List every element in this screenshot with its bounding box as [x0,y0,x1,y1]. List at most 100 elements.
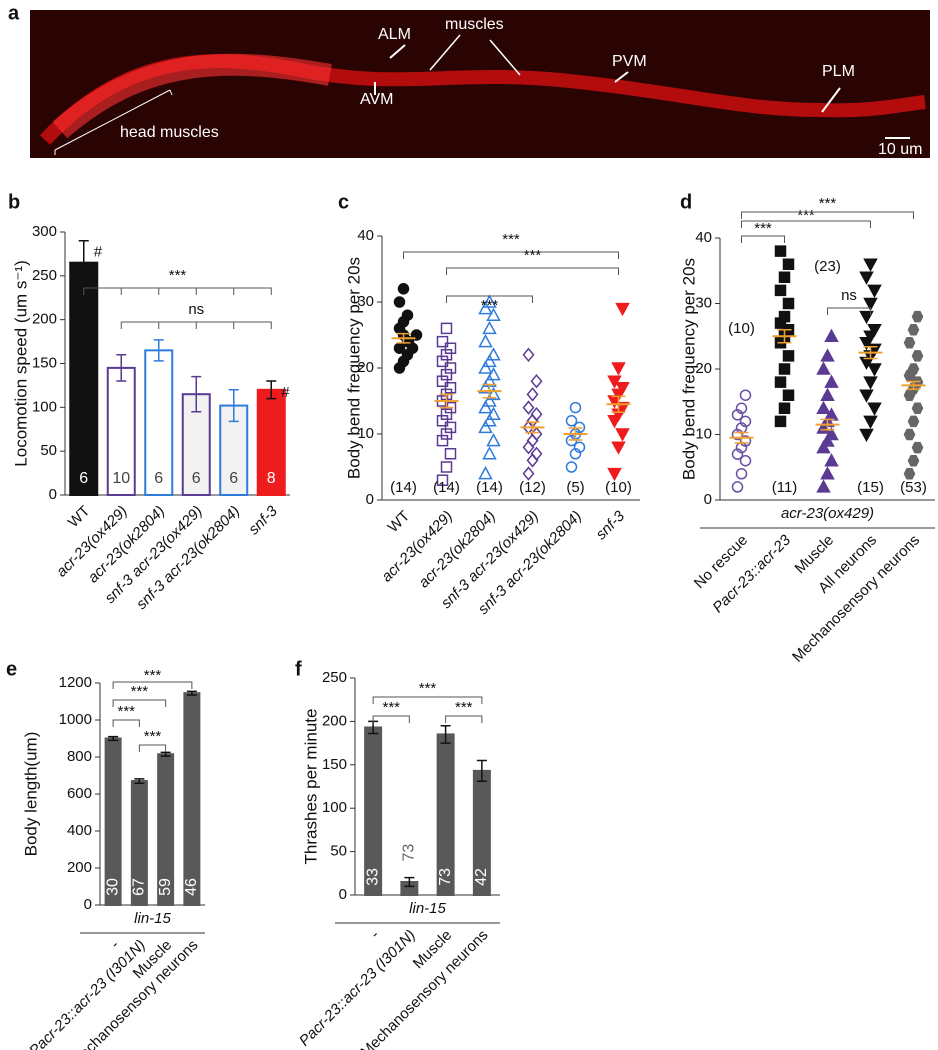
x-tick-label: Pacr-23::acr-23 [709,531,794,616]
dot [816,440,831,454]
y-tick-label: 200 [67,859,92,876]
dot [482,320,497,335]
y-tick-label: 600 [67,785,92,802]
dot [478,360,493,374]
y-tick-label: 200 [322,712,347,729]
dot [615,428,630,442]
count-label: 73 [437,868,454,886]
dot [903,468,916,480]
annotation: *** [131,683,149,700]
sem-bar [777,328,792,344]
dot [522,440,535,455]
dot [863,297,878,312]
bracket [83,287,272,295]
count-label: (14) [476,479,503,496]
y-tick-label: 400 [67,822,92,839]
annotation: *** [144,728,162,745]
y-tick-label: 250 [322,669,347,686]
x-tick-label: acr-23(ok2804) [415,508,499,592]
arrow [429,34,461,71]
panel-letter: b [8,191,20,213]
dot [478,400,493,414]
dot [436,415,449,427]
dot [824,374,839,388]
dot [565,415,578,427]
x-tick-label: Pacr-23::acr-23 (I301N) [296,927,419,1050]
dot [820,466,835,480]
dot [444,401,457,414]
dot [482,294,497,308]
y-tick-label: 100 [32,398,57,415]
bracket [446,295,533,303]
count-label: 46 [183,878,200,896]
sem-bar [863,345,878,360]
group-label: lin-15 [134,910,171,927]
dot [911,350,924,362]
count-label: 30 [104,878,121,896]
head-region [52,53,332,139]
error-bar [160,751,171,757]
dot [615,401,630,416]
dot [486,433,501,447]
annotation: *** [524,247,542,264]
dot [530,446,543,461]
dot [615,382,630,396]
count-label: 10 [112,470,130,487]
y-tick-label: 200 [32,311,57,328]
bracket [120,321,272,329]
dot [863,376,878,390]
y-tick-label: 10 [357,425,374,442]
dot [859,389,874,403]
dot [530,407,543,422]
x-tick-label: WT [385,508,414,537]
dot [478,301,493,315]
dot [859,310,874,325]
bracket [372,696,483,704]
panel-letter: c [338,191,349,213]
dot [522,466,535,481]
annotation: *** [754,220,772,237]
dot [401,309,414,321]
error-bar [228,389,239,423]
bracket [445,715,483,723]
y-tick-label: 0 [49,486,57,503]
x-tick-label: WT [65,503,94,532]
y-tick-label: 10 [695,425,712,442]
dot [440,349,453,361]
image-label: muscles [445,16,504,33]
arrow [489,39,521,76]
dot [778,271,791,284]
count-label: (53) [900,479,927,496]
dot [859,271,874,285]
dot [739,454,752,467]
count-label: 6 [229,470,238,487]
dot [482,393,497,407]
bracket [827,307,871,315]
dot [816,361,831,375]
dot [573,441,586,453]
image-label: ALM [378,26,411,43]
dot [444,342,457,354]
dot [444,421,457,434]
dot [440,322,453,335]
dot [782,297,795,310]
error-bar [440,724,451,744]
dot [436,355,449,368]
y-tick-label: 100 [322,799,347,816]
dot [486,386,501,401]
count-label: (10) [605,479,632,496]
dot [482,413,497,427]
bracket [112,719,140,727]
count-label: (10) [728,320,755,337]
dot [440,428,453,440]
annotation: *** [169,267,187,284]
annotation: *** [797,207,815,224]
dot [739,389,752,401]
dot [903,337,916,349]
dot [824,328,839,342]
dot [478,419,493,434]
y-tick-label: 40 [695,229,712,246]
dot [436,434,449,447]
error-bar [266,380,277,400]
panel-letter: e [6,658,17,680]
